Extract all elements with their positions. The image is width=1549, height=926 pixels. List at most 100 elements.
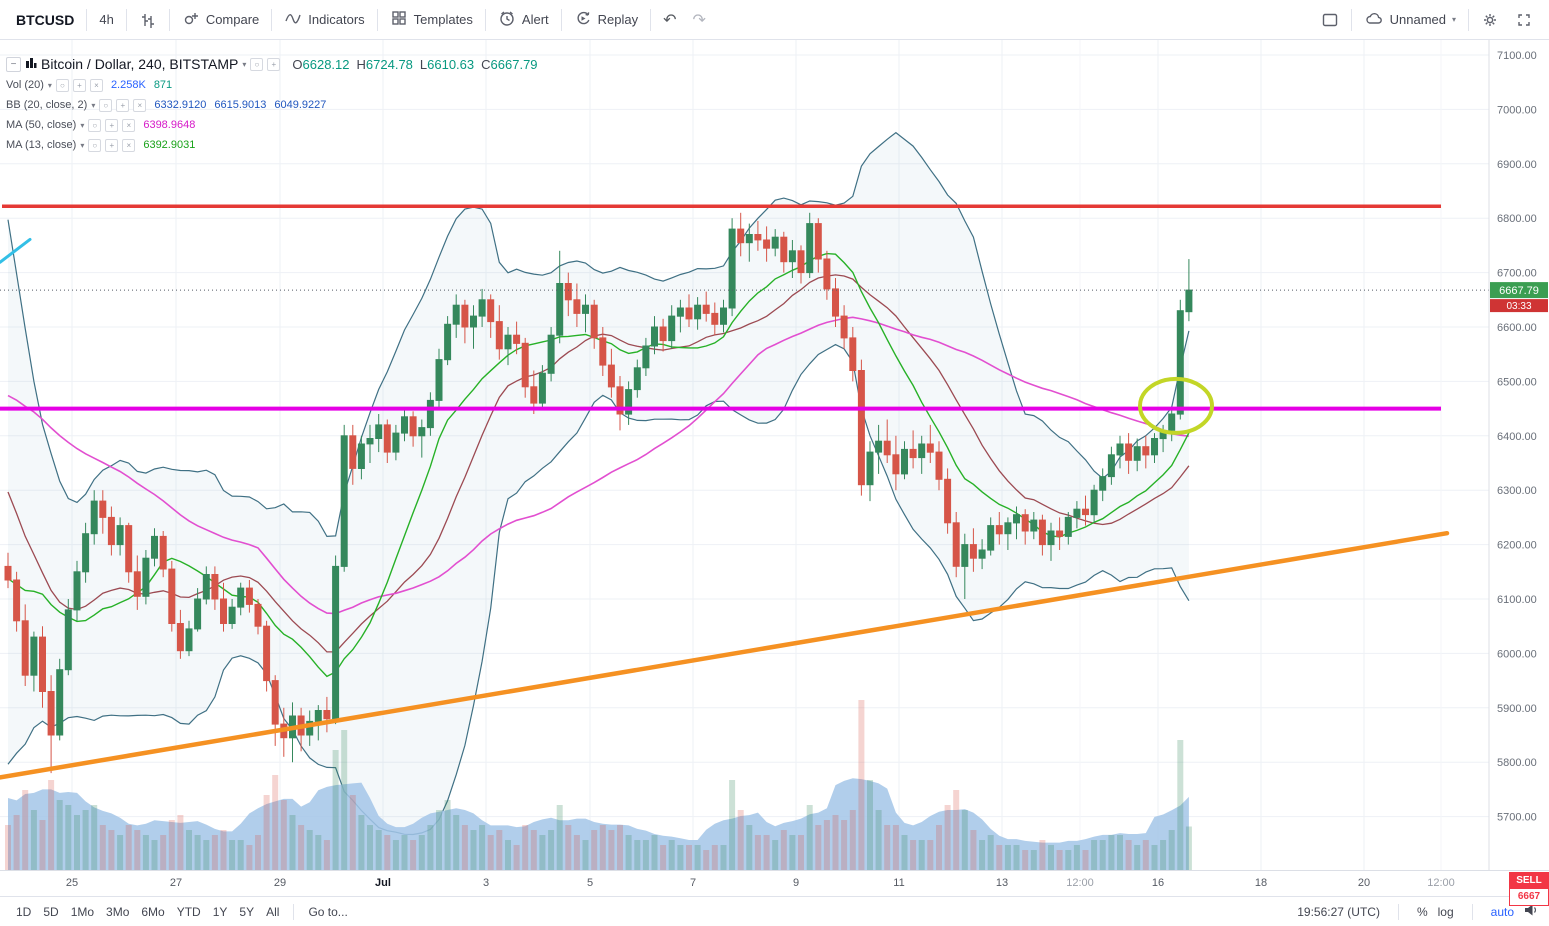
percent-scale-button[interactable]: % — [1416, 904, 1428, 919]
divider — [1468, 8, 1469, 31]
chevron-down-icon[interactable]: ▾ — [80, 120, 85, 130]
range-5d-button[interactable]: 5D — [43, 904, 59, 919]
divider — [1397, 903, 1399, 920]
bb-lower-value: 6049.9227 — [274, 99, 327, 111]
eye-icon[interactable]: ○ — [55, 78, 69, 92]
divider — [271, 8, 273, 31]
grid-layer — [0, 40, 1489, 870]
legend-collapse-button[interactable]: − — [6, 56, 21, 72]
range-1mo-button[interactable]: 1Mo — [70, 904, 95, 919]
chart-type-button[interactable] — [131, 7, 165, 33]
redo-icon: ↷ — [692, 11, 706, 29]
close-value: 6667.79 — [490, 56, 538, 72]
settings-button[interactable] — [1473, 7, 1507, 33]
svg-text:6100.00: 6100.00 — [1497, 594, 1537, 606]
time-axis-label: 12:00 — [1066, 877, 1094, 889]
svg-text:6800.00: 6800.00 — [1497, 213, 1537, 225]
volume-layer — [5, 700, 1192, 870]
log-scale-button[interactable]: log — [1437, 904, 1454, 919]
bb-indicator-label[interactable]: BB (20, close, 2) — [6, 99, 88, 111]
chevron-down-icon[interactable]: ▾ — [242, 59, 247, 69]
svg-text:6000.00: 6000.00 — [1497, 648, 1537, 660]
range-5y-button[interactable]: 5Y — [239, 904, 255, 919]
annotations-layer — [0, 204, 1489, 780]
range-ytd-button[interactable]: YTD — [176, 904, 201, 919]
time-axis-label: 18 — [1254, 877, 1268, 889]
interval-button[interactable]: 4h — [91, 8, 121, 31]
eye-icon[interactable]: ○ — [99, 98, 113, 112]
range-all-button[interactable]: All — [266, 904, 280, 919]
replay-button[interactable]: Replay — [566, 5, 646, 34]
svg-text:7000.00: 7000.00 — [1497, 104, 1537, 116]
replay-icon — [574, 9, 592, 30]
candles-layer — [4, 212, 1193, 774]
undo-button[interactable]: ↶ — [655, 6, 684, 34]
settings-icon[interactable]: + — [105, 138, 119, 152]
eye-icon[interactable]: ○ — [88, 138, 102, 152]
sell-label: SELL — [1509, 872, 1549, 889]
time-axis-label: 20 — [1357, 877, 1371, 889]
svg-text:03:33: 03:33 — [1506, 301, 1531, 312]
price-chart[interactable]: 7100.00 7000.00 6900.00 6800.00 6700.00 6600.… — [0, 40, 1549, 870]
gear-icon — [1481, 11, 1499, 29]
indicators-label: Indicators — [308, 12, 365, 27]
svg-text:6900.00: 6900.00 — [1497, 159, 1537, 171]
symbol-search-button[interactable]: BTCUSD — [8, 8, 82, 32]
save-layout-button[interactable]: Unnamed ▾ — [1356, 6, 1464, 33]
eye-icon[interactable]: ○ — [88, 118, 102, 132]
chevron-down-icon[interactable]: ▾ — [80, 140, 85, 150]
alert-button[interactable]: Alert — [490, 5, 557, 34]
alert-clock-icon — [498, 9, 516, 30]
templates-label: Templates — [413, 12, 473, 27]
chevron-down-icon[interactable]: ▾ — [47, 80, 52, 90]
fullscreen-icon — [1515, 11, 1533, 29]
clock-utc-button[interactable]: 19:56:27 (UTC) — [1297, 904, 1380, 919]
compare-button[interactable]: Compare — [174, 5, 267, 34]
goto-button[interactable]: Go to... — [308, 904, 348, 919]
close-icon[interactable]: × — [133, 98, 147, 112]
chart-legend: − Bitcoin / Dollar, 240, BITSTAMP ▾ ○ + … — [6, 53, 538, 155]
svg-text:5900.00: 5900.00 — [1497, 703, 1537, 715]
bb-upper-value: 6615.9013 — [214, 99, 267, 111]
range-3mo-button[interactable]: 3Mo — [106, 904, 130, 919]
layout-button[interactable] — [1313, 7, 1347, 33]
legend-symbol-title[interactable]: Bitcoin / Dollar, 240, BITSTAMP — [41, 56, 239, 72]
time-axis-label: 25 — [65, 877, 79, 889]
settings-icon[interactable]: + — [105, 118, 119, 132]
close-icon[interactable]: × — [122, 118, 136, 132]
price-axis: 7100.00 7000.00 6900.00 6800.00 6700.00 6600.… — [1488, 40, 1549, 870]
ma50-value: 6398.9648 — [143, 119, 196, 131]
svg-text:6500.00: 6500.00 — [1497, 376, 1537, 388]
templates-button[interactable]: Templates — [382, 5, 481, 34]
ma50-indicator-label[interactable]: MA (50, close) — [6, 119, 77, 131]
settings-icon[interactable]: + — [72, 78, 86, 92]
eye-icon[interactable]: ○ — [250, 57, 264, 71]
indicators-button[interactable]: Indicators — [276, 5, 372, 34]
time-axis[interactable]: 25 27 29 Jul 3 5 7 9 11 13 12:00 16 18 20 12:00 — [0, 870, 1549, 896]
chevron-down-icon[interactable]: ▾ — [91, 100, 96, 110]
publish-icon[interactable] — [1524, 903, 1539, 920]
redo-button[interactable]: ↷ — [685, 6, 714, 34]
range-1y-button[interactable]: 1Y — [212, 904, 228, 919]
templates-icon — [390, 9, 408, 30]
svg-text:6300.00: 6300.00 — [1497, 485, 1537, 497]
time-axis-label: 11 — [893, 877, 905, 889]
time-axis-label: 16 — [1151, 877, 1165, 889]
svg-text:6200.00: 6200.00 — [1497, 540, 1537, 552]
sell-button[interactable]: SELL 6667 — [1509, 872, 1549, 906]
compare-icon — [182, 9, 200, 30]
fullscreen-button[interactable] — [1507, 7, 1541, 33]
bollinger-layer — [7, 131, 1190, 836]
close-icon[interactable]: × — [122, 138, 136, 152]
chart-area[interactable]: 7100.00 7000.00 6900.00 6800.00 6700.00 6600.… — [0, 40, 1549, 870]
settings-icon[interactable]: + — [116, 98, 130, 112]
divider — [1471, 903, 1473, 920]
layout-name-label: Unnamed — [1389, 12, 1446, 27]
volume-indicator-label[interactable]: Vol (20) — [6, 79, 44, 91]
ma13-indicator-label[interactable]: MA (13, close) — [6, 139, 77, 151]
range-6mo-button[interactable]: 6Mo — [141, 904, 165, 919]
settings-icon[interactable]: + — [267, 57, 281, 71]
range-1d-button[interactable]: 1D — [16, 904, 32, 919]
close-icon[interactable]: × — [89, 78, 103, 92]
auto-scale-button[interactable]: auto — [1490, 904, 1514, 919]
